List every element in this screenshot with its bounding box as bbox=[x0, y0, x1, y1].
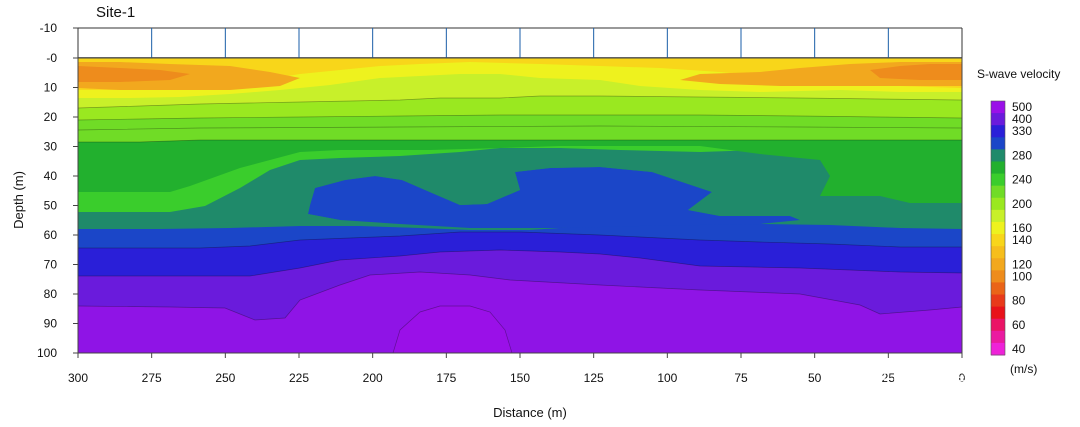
colorbar-swatch bbox=[991, 161, 1005, 175]
y-axis: -10 -0 10 20 30 40 50 60 70 80 90 100 bbox=[37, 21, 78, 360]
contour-line bbox=[78, 114, 962, 121]
x-tick-label: 275 bbox=[142, 371, 162, 385]
y-tick-label: 40 bbox=[44, 169, 58, 183]
colorbar-swatch bbox=[991, 330, 1005, 344]
colorbar-swatch bbox=[991, 234, 1005, 247]
colorbar-label: 500 bbox=[1012, 100, 1032, 114]
x-tick-label: 0 bbox=[959, 371, 966, 385]
x-tick-label: 175 bbox=[436, 371, 456, 385]
colorbar-label: 240 bbox=[1012, 173, 1032, 187]
x-tick-label: 225 bbox=[289, 371, 309, 385]
x-tick-label: 25 bbox=[882, 371, 896, 385]
colorbar-swatch bbox=[991, 125, 1005, 138]
colorbar-swatch bbox=[991, 318, 1005, 332]
colorbar-label: 280 bbox=[1012, 148, 1032, 162]
colorbar-label: 80 bbox=[1012, 294, 1026, 308]
colorbar-swatch bbox=[991, 209, 1005, 223]
colorbar-label: 120 bbox=[1012, 257, 1032, 271]
colorbar-swatch bbox=[991, 113, 1005, 126]
x-tick-label: 100 bbox=[657, 371, 677, 385]
colorbar-swatch bbox=[991, 342, 1005, 356]
colorbar-swatch bbox=[991, 246, 1005, 259]
layer-120 bbox=[78, 58, 962, 90]
y-tick-label: 80 bbox=[44, 287, 58, 301]
x-tick-label: 125 bbox=[584, 371, 604, 385]
y-tick-label: 60 bbox=[44, 228, 58, 242]
colorbar-swatch bbox=[991, 149, 1005, 162]
colorbar-unit: (m/s) bbox=[1010, 362, 1037, 376]
y-tick-label: 50 bbox=[44, 199, 58, 213]
contour-line bbox=[78, 249, 962, 277]
receiver-markers bbox=[151, 28, 889, 58]
contour-line bbox=[78, 125, 962, 131]
contour-line bbox=[78, 271, 962, 321]
colorbar-label: 40 bbox=[1012, 342, 1026, 356]
layer-100-right bbox=[870, 64, 962, 80]
colorbar-swatch bbox=[991, 270, 1005, 283]
x-tick-label: 50 bbox=[808, 371, 822, 385]
colorbar-label: 330 bbox=[1012, 124, 1032, 138]
colorbar-border bbox=[990, 100, 1006, 356]
contour-line bbox=[78, 95, 962, 109]
y-tick-label: 30 bbox=[44, 140, 58, 154]
colorbar-swatch bbox=[991, 221, 1005, 235]
colorbar-label: 60 bbox=[1012, 318, 1026, 332]
x-tick-label: 200 bbox=[363, 371, 383, 385]
velocity-field bbox=[78, 58, 962, 353]
x-axis: 300 275 250 225 200 175 150 125 100 75 50 25 0 bbox=[68, 353, 966, 385]
x-axis-title: Distance (m) bbox=[493, 405, 567, 420]
x-tick-label: 300 bbox=[68, 371, 88, 385]
contour-line bbox=[78, 139, 962, 143]
y-tick-label: 90 bbox=[44, 317, 58, 331]
x-tick-label: 250 bbox=[215, 371, 235, 385]
colorbar-title: S-wave velocity bbox=[977, 67, 1060, 81]
colorbar-swatch bbox=[991, 282, 1005, 296]
colorbar-label: 100 bbox=[1012, 269, 1032, 283]
colorbar-swatch bbox=[991, 258, 1005, 271]
layer-500-dome bbox=[392, 305, 513, 353]
contour-lines bbox=[78, 95, 962, 321]
y-tick-label: 70 bbox=[44, 258, 58, 272]
colorbar-label: 160 bbox=[1012, 221, 1032, 235]
y-tick-label: 20 bbox=[44, 110, 58, 124]
y-tick-label: -10 bbox=[40, 21, 58, 35]
colorbar-swatch bbox=[991, 185, 1005, 199]
y-tick-label: 10 bbox=[44, 81, 58, 95]
colorbar-swatch bbox=[991, 294, 1005, 308]
colorbar-swatch bbox=[991, 173, 1005, 187]
y-tick-label: 100 bbox=[37, 346, 57, 360]
layer-blue-pocket bbox=[308, 167, 800, 228]
chart-title: Site-1 bbox=[96, 4, 135, 21]
contour-line bbox=[78, 231, 962, 249]
y-tick-label: -0 bbox=[46, 51, 57, 65]
layer-100 bbox=[78, 66, 190, 82]
x-tick-label: 150 bbox=[510, 371, 530, 385]
colorbar-swatch bbox=[991, 306, 1005, 320]
watermark-text: 知乎 @鸽子 bbox=[882, 369, 999, 394]
y-axis-title: Depth (m) bbox=[11, 171, 26, 229]
colorbar-swatch bbox=[991, 101, 1005, 114]
colorbar-label: 200 bbox=[1012, 197, 1032, 211]
colorbar-label: 140 bbox=[1012, 233, 1032, 247]
x-tick-label: 75 bbox=[734, 371, 748, 385]
receiver-strip bbox=[77, 27, 963, 59]
layer-280-wrap bbox=[78, 148, 962, 225]
colorbar-label: 400 bbox=[1012, 112, 1032, 126]
colorbar-swatch bbox=[991, 137, 1005, 150]
colorbar-swatch bbox=[991, 197, 1005, 211]
